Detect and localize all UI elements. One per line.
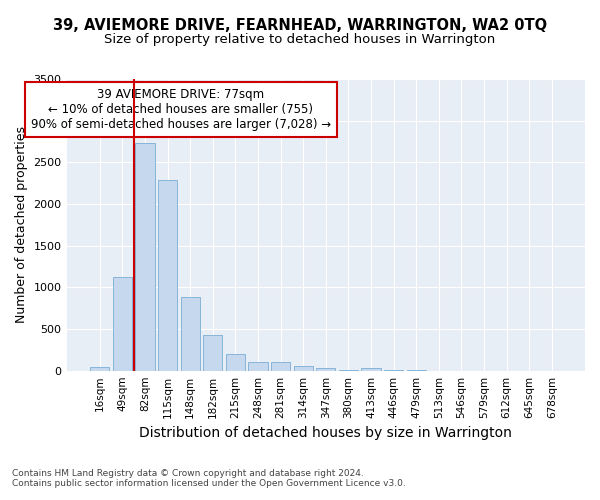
Y-axis label: Number of detached properties: Number of detached properties [15,126,28,324]
Text: Size of property relative to detached houses in Warrington: Size of property relative to detached ho… [104,32,496,46]
Text: Contains HM Land Registry data © Crown copyright and database right 2024.: Contains HM Land Registry data © Crown c… [12,468,364,477]
Text: Contains public sector information licensed under the Open Government Licence v3: Contains public sector information licen… [12,478,406,488]
Bar [90,366,109,370]
Bar [158,180,177,370]
Bar [248,362,268,370]
Text: 39, AVIEMORE DRIVE, FEARNHEAD, WARRINGTON, WA2 0TQ: 39, AVIEMORE DRIVE, FEARNHEAD, WARRINGTO… [53,18,547,32]
Bar [113,278,132,370]
Text: 39 AVIEMORE DRIVE: 77sqm
← 10% of detached houses are smaller (755)
90% of semi-: 39 AVIEMORE DRIVE: 77sqm ← 10% of detach… [31,88,331,131]
Bar [361,368,380,370]
Bar [203,335,223,370]
Bar [293,366,313,370]
Bar [226,354,245,370]
Bar [316,368,335,370]
Bar [181,298,200,370]
Bar [136,143,155,370]
Bar [271,362,290,370]
X-axis label: Distribution of detached houses by size in Warrington: Distribution of detached houses by size … [139,426,512,440]
